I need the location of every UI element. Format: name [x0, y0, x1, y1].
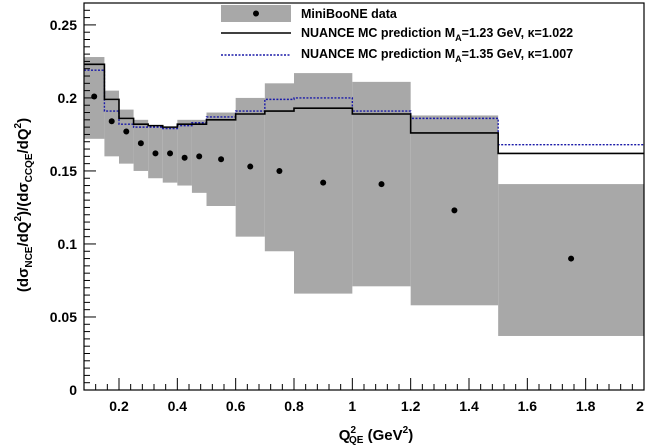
data-point-1: [108, 118, 115, 125]
y-tick-label: 0.15: [50, 163, 77, 179]
x-tick-label: 1: [348, 398, 356, 414]
data-point-9: [247, 163, 254, 170]
error-bands: [84, 57, 644, 336]
y-tick-label: 0: [69, 382, 77, 398]
x-tick-label: 0.4: [168, 398, 188, 414]
data-point-4: [152, 150, 159, 157]
data-point-0: [91, 93, 98, 100]
x-tick-labels: 0.2 0.4 0.6 0.8 1 1.2 1.4 1.6 1.8 2: [109, 398, 644, 414]
y-tick-label: 0.25: [50, 17, 77, 33]
data-point-12: [378, 181, 385, 188]
data-points: [91, 93, 575, 262]
data-point-7: [196, 153, 203, 160]
x-tick-label: 1.2: [401, 398, 421, 414]
data-point-8: [218, 156, 225, 163]
x-tick-label: 1.8: [576, 398, 596, 414]
x-tick-label: 0.2: [109, 398, 129, 414]
data-point-14: [568, 255, 575, 262]
data-point-2: [123, 128, 130, 135]
legend-dotted-label: NUANCE MC prediction MA=1.35 GeV, κ=1.00…: [301, 47, 573, 64]
data-point-13: [451, 207, 458, 214]
x-axis-title: Q2 QE (GeV2): [339, 425, 413, 446]
x-tick-label: 2: [636, 398, 644, 414]
x-tick-label: 0.8: [284, 398, 304, 414]
error-band-2: [119, 109, 134, 164]
data-point-3: [137, 140, 144, 147]
y-tick-labels: 0 0.05 0.1 0.15 0.2 0.25: [50, 17, 77, 398]
error-band-10: [264, 83, 294, 252]
legend-data-marker: [253, 10, 259, 17]
mc-solid-line: [84, 63, 644, 155]
error-band-6: [177, 119, 192, 186]
legend-solid-label: NUANCE MC prediction MA=1.23 GeV, κ=1.02…: [301, 26, 573, 43]
axis-ticks: [83, 2, 645, 391]
legend-data-label: MiniBooNE data: [301, 7, 398, 21]
data-point-5: [167, 150, 174, 157]
y-tick-label: 0.1: [58, 236, 78, 252]
y-tick-label: 0.2: [58, 90, 78, 106]
x-tick-label: 1.6: [518, 398, 538, 414]
data-point-11: [320, 179, 327, 186]
x-tick-label: 0.6: [226, 398, 246, 414]
data-point-10: [276, 167, 283, 174]
y-axis-title: (dσNCE/dQ2)/(dσCCQE/dQ2): [13, 118, 35, 292]
y-tick-label: 0.05: [50, 309, 77, 325]
data-point-6: [181, 154, 188, 161]
x-tick-label: 1.4: [459, 398, 479, 414]
legend: MiniBooNE data NUANCE MC prediction MA=1…: [221, 5, 573, 64]
